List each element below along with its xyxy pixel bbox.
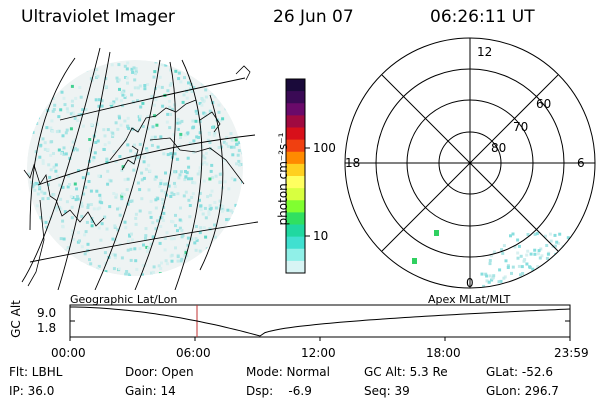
altitude-xtick-0000: 00:00 [51,346,86,360]
colorbar-swatch [286,151,305,165]
app-title: Ultraviolet Imager [21,7,175,27]
colorbar-swatch [286,176,305,189]
colorbar-tick-100: 100 [313,141,336,155]
polar-caption: Apex MLat/MLT [428,293,511,306]
colorbar-tick-10: 10 [313,229,329,243]
polar-aurora-speckle [480,232,593,288]
polar-mlt-0: 0 [466,276,474,290]
altitude-xtick-0600: 06:00 [176,346,211,360]
colorbar-swatch [286,236,305,250]
info-dsp: Dsp: -6.9 [246,384,312,398]
colorbar-swatch [286,224,305,238]
info-glon: GLon: 296.7 [486,384,559,398]
altitude-plot [69,304,571,341]
info-ip: IP: 36.0 [9,384,55,398]
info-seq: Seq: 39 [364,384,410,398]
altitude-xtick-2359: 23:59 [554,346,589,360]
altitude-curve [70,306,571,337]
geo-map [21,47,259,290]
info-mode: Mode: Normal [246,365,330,379]
colorbar-swatch [286,163,305,177]
altitude-xtick-1200: 12:00 [301,346,336,360]
colorbar-swatch [286,79,305,92]
polar-mlt-18: 18 [345,156,361,170]
altitude-ylabel: GC Alt [9,300,23,338]
altitude-xtick-1800: 18:00 [426,346,461,360]
colorbar-swatch [286,200,305,213]
info-filter: Flt: LBHL [9,365,63,379]
colorbar-swatch [286,127,305,141]
altitude-ytick-low: 1.8 [37,321,57,335]
polar-lat-60: 60 [536,97,552,111]
coastline [23,65,251,287]
polar-plot [344,37,596,289]
colorbar [285,78,310,274]
colorbar-swatch [286,115,305,129]
colorbar-swatch [286,260,305,274]
polar-mlt-12: 12 [477,45,493,59]
geo-grid-lines [21,47,259,290]
info-gain: Gain: 14 [125,384,176,398]
observation-time: 06:26:11 UT [430,7,535,27]
colorbar-swatch [286,103,305,116]
info-glat: GLat: -52.6 [486,365,553,379]
polar-lat-70: 70 [513,120,529,134]
observation-date: 26 Jun 07 [273,7,354,27]
colorbar-swatch [286,91,305,104]
colorbar-swatch [286,139,305,153]
colorbar-swatch [286,248,305,262]
info-door: Door: Open [125,365,194,379]
polar-lat-80: 80 [491,141,507,155]
info-gc-alt: GC Alt: 5.3 Re [364,365,448,379]
altitude-ytick-high: 9.0 [37,306,57,320]
colorbar-swatch [286,212,305,226]
polar-mlt-6: 6 [577,156,585,170]
colorbar-unit-label: photon cm⁻²s⁻¹ [276,132,290,226]
geo-caption: Geographic Lat/Lon [70,293,178,306]
colorbar-swatch [286,188,305,201]
